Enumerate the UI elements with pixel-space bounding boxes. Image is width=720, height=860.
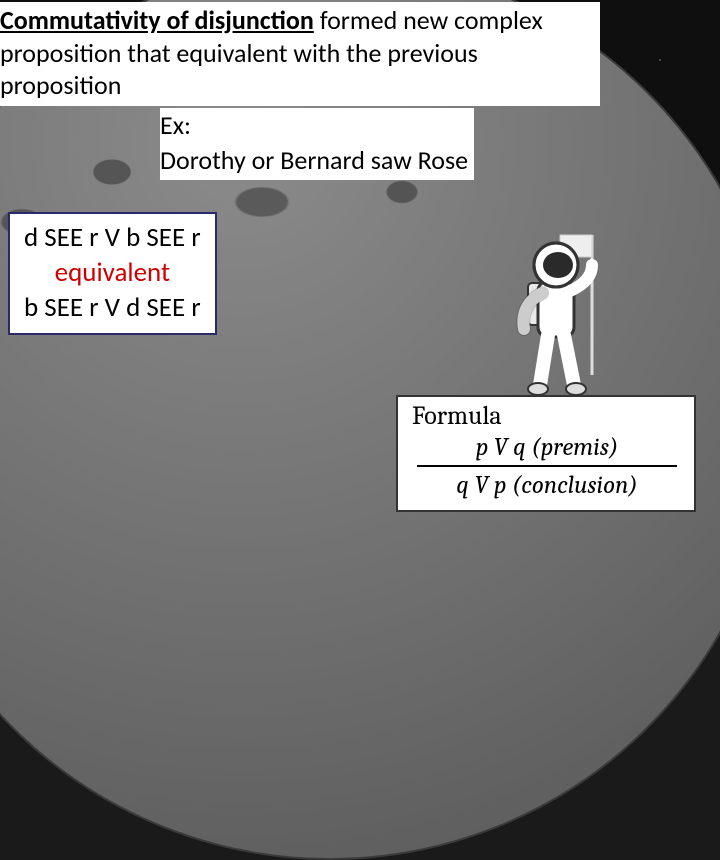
logic-line-1: d SEE r V b SEE r xyxy=(24,220,201,255)
formula-heading: Formula xyxy=(412,401,682,431)
astronaut-icon xyxy=(500,225,620,405)
definition-title: Commutativity of disjunction xyxy=(0,4,314,36)
example-block: Ex: Dorothy or Bernard saw Rose xyxy=(160,108,474,180)
logic-line-2: b SEE r V d SEE r xyxy=(24,290,201,325)
formula-denominator: q V p (conclusion) xyxy=(417,467,677,500)
definition-text: Commutativity of disjunction formed new … xyxy=(0,2,600,106)
formula-fraction: p V q (premis) q V p (conclusion) xyxy=(417,433,677,500)
logic-equivalent-label: equivalent xyxy=(24,255,201,290)
formula-numerator: p V q (premis) xyxy=(417,433,677,467)
formula-box: Formula p V q (premis) q V p (conclusion… xyxy=(396,395,696,512)
example-sentence: Dorothy or Bernard saw Rose xyxy=(160,143,468,178)
example-label: Ex: xyxy=(160,108,468,143)
logic-equivalence-box: d SEE r V b SEE r equivalent b SEE r V d… xyxy=(8,212,217,335)
